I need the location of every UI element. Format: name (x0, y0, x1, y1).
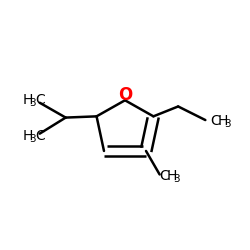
Text: 3: 3 (174, 174, 180, 184)
Text: H: H (217, 114, 228, 128)
Text: H: H (22, 129, 33, 143)
Text: O: O (118, 86, 132, 104)
Text: C: C (160, 169, 169, 183)
Text: H: H (166, 169, 177, 183)
Text: 3: 3 (29, 98, 36, 108)
Text: 3: 3 (29, 134, 36, 144)
Text: C: C (35, 129, 44, 143)
Text: H: H (22, 93, 33, 107)
Text: C: C (35, 93, 44, 107)
Text: C: C (210, 114, 220, 128)
Text: 3: 3 (224, 118, 231, 128)
